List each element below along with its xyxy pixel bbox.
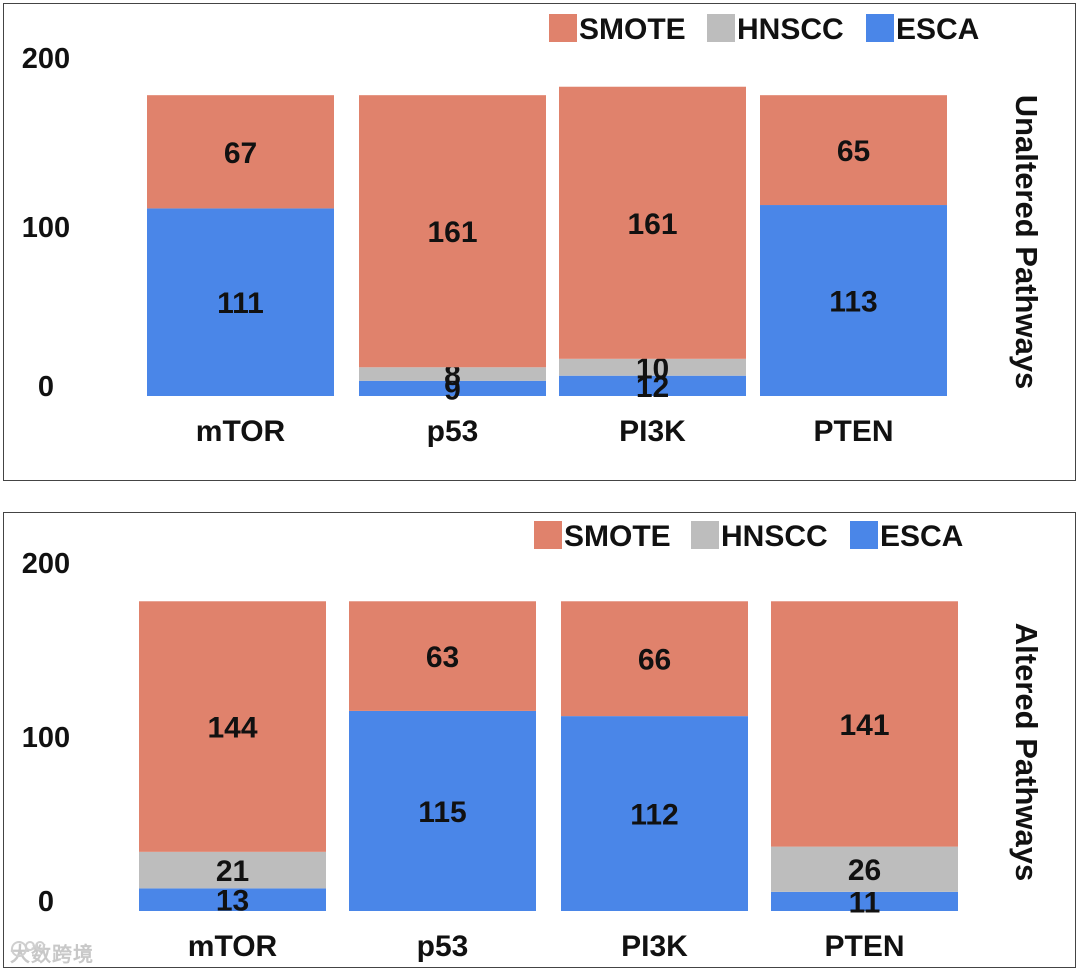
bar-segment-hnscc-pi3k: [559, 358, 746, 376]
watermark-logo-icon: [11, 941, 45, 957]
x-category-label: PI3K: [619, 415, 686, 448]
y-tick-label: 0: [38, 371, 54, 403]
legend-swatch-smote: [534, 521, 562, 549]
x-category-label: PI3K: [621, 930, 688, 963]
legend-label-smote: SMOTE: [564, 520, 671, 553]
data-label: 66: [638, 644, 671, 677]
data-label: 65: [837, 135, 870, 168]
y-tick-label: 200: [22, 548, 70, 580]
data-label: 11: [849, 886, 881, 919]
legend-label-esca: ESCA: [880, 520, 963, 553]
data-label: 63: [426, 641, 459, 674]
data-label: 161: [427, 216, 477, 249]
y-tick-label: 200: [22, 43, 70, 75]
data-label: 112: [630, 799, 678, 832]
data-label: 141: [839, 709, 889, 742]
bar-segment-smote-p53: [349, 601, 536, 711]
bar-segment-smote-mtor: [147, 95, 334, 209]
x-category-label: p53: [427, 415, 479, 448]
chart-panel-unaltered: 0 100 200 111 67 mTOR 9 8 161 p53 12 10 161 PI3K 113 65…: [3, 3, 1076, 481]
data-label: 12: [636, 371, 669, 404]
data-label: 13: [216, 885, 249, 918]
bar-segment-hnscc-p53: [359, 367, 546, 381]
data-label: 9: [444, 373, 461, 406]
bar-segment-smote-pten: [771, 601, 958, 847]
data-label: 8: [444, 359, 461, 392]
x-category-label: p53: [417, 930, 469, 963]
legend-label-hnscc: HNSCC: [721, 520, 828, 553]
y-tick-label: 100: [22, 722, 70, 754]
y-tick-label: 100: [22, 212, 70, 244]
bar-segment-esca-pten: [771, 891, 958, 911]
side-axis-title: Altered Pathways: [1009, 623, 1044, 881]
legend-swatch-smote: [549, 14, 577, 42]
watermark: 大数跨境: [10, 938, 94, 967]
legend-label-hnscc: HNSCC: [737, 13, 844, 46]
legend-swatch-esca: [850, 521, 878, 549]
chart-panel-altered: 0 100 200 13 21 144 mTOR 115 63 p53 112 66 PI3K 11 26 1…: [3, 512, 1076, 968]
bar-segment-smote-pi3k: [559, 86, 746, 359]
legend-label-smote: SMOTE: [579, 13, 686, 46]
bar-segment-esca-pten: [760, 205, 947, 396]
data-label: 26: [848, 854, 881, 887]
legend-swatch-esca: [866, 14, 894, 42]
unaltered-pathways-chart: 010020011167mTOR98161p531210161PI3K11365…: [22, 13, 1044, 448]
data-label: 21: [216, 855, 249, 888]
x-category-label: mTOR: [188, 930, 278, 963]
data-label: 111: [217, 287, 264, 320]
data-label: 161: [627, 208, 677, 241]
data-label: 113: [829, 286, 877, 319]
x-category-label: mTOR: [196, 415, 286, 448]
bar-segment-smote-pi3k: [561, 601, 748, 717]
bar-segment-hnscc-pten: [771, 846, 958, 892]
bar-segment-esca-mtor: [147, 208, 334, 396]
legend-swatch-hnscc: [691, 521, 719, 549]
x-category-label: PTEN: [813, 415, 893, 448]
bar-segment-smote-p53: [359, 95, 546, 368]
bar-segment-esca-pi3k: [561, 716, 748, 911]
bar-segment-esca-pi3k: [559, 375, 746, 396]
x-category-label: PTEN: [824, 930, 904, 963]
data-label: 115: [418, 796, 466, 829]
y-tick-label: 0: [38, 886, 54, 918]
legend-label-esca: ESCA: [896, 13, 979, 46]
data-label: 67: [224, 137, 257, 170]
bar-segment-esca-p53: [349, 710, 536, 911]
legend-swatch-hnscc: [707, 14, 735, 42]
bar-segment-hnscc-mtor: [139, 851, 326, 889]
bar-segment-smote-mtor: [139, 601, 326, 852]
bar-segment-esca-p53: [359, 380, 546, 396]
side-axis-title: Unaltered Pathways: [1009, 95, 1044, 390]
data-label: 144: [207, 712, 257, 745]
bar-segment-esca-mtor: [139, 888, 326, 911]
bar-segment-smote-pten: [760, 95, 947, 206]
